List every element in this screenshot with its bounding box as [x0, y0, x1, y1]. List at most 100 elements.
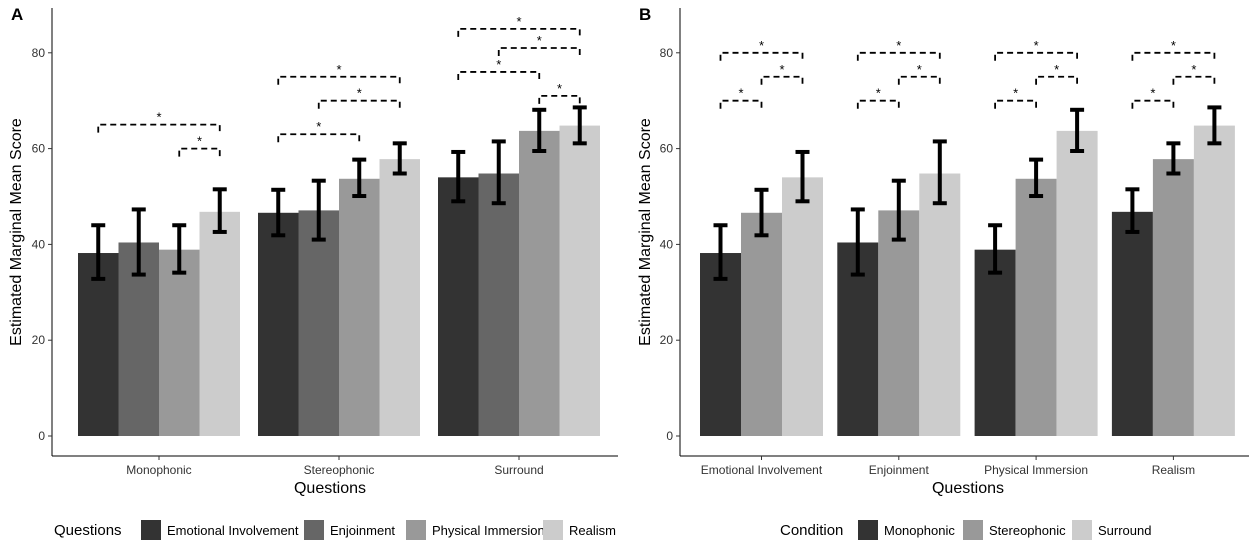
- panel-a-bar-surround-emotional-involvement: [438, 177, 479, 436]
- panel-b-error-bar-realism-stereophonic: [1166, 141, 1181, 176]
- panel-a-significance-bracket: [277, 75, 401, 85]
- panel-a-error-bar-surround-realism: [572, 105, 587, 146]
- panel-a-y-tick-label: 20: [32, 333, 46, 347]
- panel-b-significance-bracket: [1131, 51, 1216, 61]
- bracket-line: [760, 75, 804, 85]
- panel-b-error-bar-physical-immersion-monophonic: [988, 223, 1003, 275]
- panel-a-bar-monophonic-physical-immersion: [159, 249, 200, 436]
- panel-a-error-bar-surround-enjoinment: [491, 139, 506, 206]
- panel-a-bar-stereophonic-realism: [379, 159, 420, 436]
- panel-b-legend-swatch-stereophonic: [963, 520, 983, 540]
- panel-b-x-tick-label-emotional-involvement: Emotional Involvement: [701, 463, 823, 477]
- panel-b-error-bar-enjoinment-stereophonic: [891, 178, 906, 242]
- panel-b-bar-physical-immersion-surround: [1056, 130, 1098, 436]
- panel-a-bar-stereophonic-physical-immersion: [339, 178, 380, 437]
- bracket-line: [97, 123, 221, 133]
- panel-b-legend-label-stereophonic: Stereophonic: [989, 523, 1066, 538]
- bracket-line: [719, 99, 763, 109]
- panel-a-y-tick-label: 40: [32, 237, 46, 251]
- panel-b-error-bar-emotional-involvement-monophonic: [713, 223, 728, 281]
- panel-b-error-bar-physical-immersion-surround: [1070, 107, 1085, 153]
- panel-b-significance-star: *: [1013, 86, 1018, 101]
- panel-b-bar-emotional-involvement-stereophonic: [741, 212, 782, 436]
- panel-b-error-bar-realism-surround: [1207, 105, 1222, 146]
- panel-a-significance-star: *: [357, 86, 362, 101]
- panel-b-significance-bracket: [1131, 99, 1175, 109]
- panel-b-error-bar-physical-immersion-stereophonic: [1029, 157, 1044, 199]
- panel-a-significance-star: *: [516, 14, 521, 29]
- bracket-line: [538, 95, 581, 104]
- panel-b-x-tick-label-physical-immersion: Physical Immersion: [984, 463, 1088, 477]
- panel-a-bar-monophonic-emotional-involvement: [78, 253, 119, 436]
- panel-a-x-tick-label-stereophonic: Stereophonic: [304, 463, 375, 477]
- panel-a-emm-by-condition: A 0 20 40 60 80 Estimated Marginal Mean Score Q…: [8, 5, 618, 540]
- panel-a-significance-bracket: [457, 71, 541, 80]
- panel-b-x-tick-label-realism: Realism: [1152, 463, 1195, 477]
- bracket-line: [1035, 75, 1078, 85]
- bracket-line: [277, 75, 401, 85]
- panel-a-bar-stereophonic-emotional-involvement: [258, 212, 299, 436]
- panel-a-significance-bracket: [178, 147, 221, 157]
- panel-b-legend-swatch-monophonic: [858, 520, 878, 540]
- panel-a-x-tick-label-surround: Surround: [494, 463, 543, 477]
- panel-b-bar-enjoinment-surround: [919, 173, 961, 436]
- bracket-line: [1172, 75, 1216, 85]
- panel-a-significance-bracket: [97, 123, 221, 133]
- panel-b-y-tick-label: 80: [660, 46, 674, 60]
- panel-b-y-tick-label: 20: [660, 333, 674, 347]
- panel-a-legend-swatch-realism: [543, 520, 563, 540]
- bracket-line: [856, 51, 941, 61]
- panel-b-significance-star: *: [779, 62, 784, 77]
- panel-a-y-tick-label: 60: [32, 142, 46, 156]
- panel-a-y-tick-label: 80: [32, 46, 46, 60]
- panel-a-error-bar-stereophonic-realism: [392, 141, 407, 176]
- panel-a-legend-label-realism: Realism: [569, 523, 616, 538]
- panel-b-significance-bracket: [897, 75, 941, 85]
- panel-a-error-bar-monophonic-enjoinment: [131, 207, 146, 277]
- panel-a-error-bar-monophonic-emotional-involvement: [91, 223, 106, 281]
- panel-b-significance-bracket: [856, 51, 941, 61]
- panel-b-bar-enjoinment-stereophonic: [878, 210, 920, 436]
- panel-a-bar-surround-physical-immersion: [519, 130, 560, 436]
- panel-a-legend-swatch-emotional-involvement: [141, 520, 161, 540]
- panel-b-significance-bracket: [994, 51, 1078, 61]
- panel-a-error-bar-monophonic-physical-immersion: [172, 223, 187, 275]
- panel-a-legend-label-emotional-involvement: Emotional Involvement: [167, 523, 299, 538]
- panel-b-significance-bracket: [856, 99, 900, 109]
- bracket-line: [1131, 99, 1175, 109]
- panel-b-bar-physical-immersion-monophonic: [974, 249, 1016, 436]
- panel-a-significance-bracket: [538, 95, 581, 104]
- panel-a-bar-monophonic-realism: [199, 211, 240, 436]
- panel-b-error-bar-enjoinment-monophonic: [850, 207, 865, 277]
- panel-a-error-bar-stereophonic-physical-immersion: [352, 157, 367, 199]
- panel-b-legend-label-monophonic: Monophonic: [884, 523, 955, 538]
- panel-b-y-tick-label: 60: [660, 142, 674, 156]
- bracket-line: [1131, 51, 1216, 61]
- panel-b-significance-star: *: [1171, 38, 1176, 53]
- panel-b-significance-star: *: [1191, 62, 1196, 77]
- panel-b-legend-swatch-surround: [1072, 520, 1092, 540]
- panel-a-significance-bracket: [497, 47, 581, 57]
- panel-b-bar-realism-stereophonic: [1152, 159, 1194, 436]
- panel-b-significance-bracket: [719, 51, 804, 61]
- bracket-line: [856, 99, 900, 109]
- panel-a-y-tick-label: 0: [38, 429, 45, 443]
- panel-a-significance-bracket: [317, 99, 401, 109]
- panel-b-significance-star: *: [738, 86, 743, 101]
- panel-b-significance-star: *: [896, 38, 901, 53]
- panel-a-error-bar-stereophonic-enjoinment: [311, 178, 326, 242]
- panel-b-legend-label-surround: Surround: [1098, 523, 1151, 538]
- panel-a-error-bar-surround-physical-immersion: [532, 107, 547, 153]
- panel-b-bar-realism-monophonic: [1111, 211, 1153, 436]
- bracket-line: [457, 71, 541, 80]
- panel-b-significance-star: *: [917, 62, 922, 77]
- panel-b-error-bar-emotional-involvement-stereophonic: [754, 187, 769, 238]
- panel-b-significance-bracket: [1172, 75, 1216, 85]
- panel-b-y-axis-title: Estimated Marginal Mean Score: [637, 118, 654, 346]
- bracket-line: [994, 51, 1078, 61]
- panel-b-error-bar-enjoinment-surround: [932, 139, 947, 206]
- panel-a-significance-star: *: [316, 119, 321, 134]
- panel-a-significance-bracket: [277, 133, 361, 143]
- panel-b-bar-emotional-involvement-surround: [782, 177, 823, 436]
